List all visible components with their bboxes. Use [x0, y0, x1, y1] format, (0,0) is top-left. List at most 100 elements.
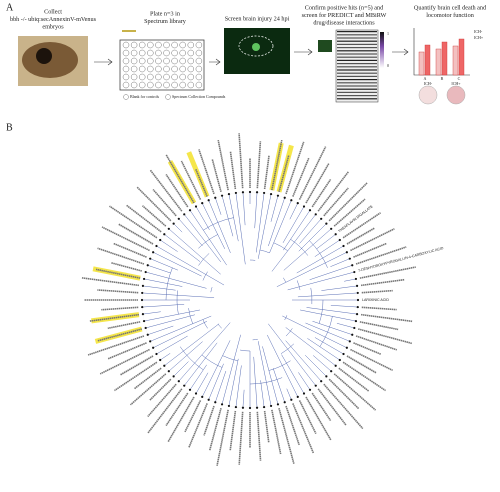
tip-label-text: [165, 174, 189, 208]
tip: [325, 222, 328, 225]
screen-image: [224, 28, 290, 74]
tip-label-text: [217, 139, 229, 191]
branch: [253, 356, 258, 408]
tip: [141, 305, 144, 309]
tip: [194, 392, 198, 395]
well: [122, 65, 130, 73]
branch: [156, 245, 225, 286]
tip: [155, 244, 158, 248]
branch: [235, 365, 242, 408]
tip: [354, 319, 358, 323]
tip-label-text: [81, 277, 140, 287]
heatmap-row: [337, 72, 377, 74]
branch: [215, 197, 222, 215]
tip-label-text: [238, 411, 244, 465]
well: [195, 49, 203, 57]
well: [163, 49, 170, 57]
tip-label-text: [323, 383, 364, 430]
bar: [452, 45, 459, 76]
tip-label-text: [147, 383, 177, 418]
step-caption: Confirm positive hits (n=5) and: [305, 4, 384, 11]
tip-label-text: [278, 154, 290, 193]
tip-label: LARIXINIC ACID: [362, 298, 389, 302]
tip: [214, 196, 217, 199]
branch: [160, 239, 178, 252]
branch: [144, 309, 201, 322]
well: [155, 65, 162, 73]
section-image: [446, 85, 466, 105]
branch: [178, 218, 203, 247]
tip-label-text: [165, 154, 195, 204]
tip-label-text: [149, 169, 183, 212]
tip: [345, 251, 348, 254]
tip: [234, 191, 238, 195]
heatmap-row: [337, 47, 377, 49]
tip-label-text: [323, 187, 349, 217]
heatmap-tick: 1: [387, 31, 389, 36]
tip: [142, 319, 146, 323]
tip-label-text: [353, 342, 382, 356]
well: [122, 81, 130, 89]
tip-label-text: [101, 226, 150, 252]
clade-arc: [165, 267, 173, 301]
tip: [183, 384, 186, 387]
panel-label: B: [6, 122, 13, 133]
tip-label-text: [256, 141, 262, 189]
branch: [330, 305, 358, 308]
well: [179, 49, 186, 57]
tip-label-text: [333, 198, 366, 227]
clade-arc: [318, 299, 324, 324]
heatmap-row: [337, 95, 377, 97]
well: [187, 65, 195, 73]
tip: [214, 401, 217, 404]
clade-arc: [240, 349, 251, 352]
tip: [248, 406, 252, 410]
well: [147, 73, 154, 81]
tip: [262, 405, 266, 409]
legend-text: Spectrum Collection Compounds: [172, 94, 226, 99]
well: [122, 49, 130, 57]
well: [179, 41, 186, 49]
tip-label-text: [211, 158, 222, 193]
tip: [351, 333, 354, 336]
tip-label-text: [112, 242, 147, 258]
well: [171, 49, 178, 57]
well: [187, 41, 195, 49]
branch: [150, 315, 212, 342]
branch: [260, 380, 265, 408]
well: [171, 57, 178, 65]
tip-label-text: [114, 361, 158, 392]
well: [122, 57, 130, 65]
tip-label-text: [333, 373, 377, 411]
branch: [268, 197, 285, 247]
tip-label-text: [350, 348, 393, 372]
branch: [299, 309, 356, 322]
tip-label-text: [263, 410, 270, 443]
tip: [172, 375, 175, 378]
well: [195, 73, 203, 81]
branch: [283, 228, 332, 271]
heatmap-row: [337, 50, 377, 52]
clade-arc: [201, 354, 223, 368]
tip: [140, 298, 144, 302]
fluorescence: [252, 43, 260, 51]
tip-label-text: [298, 146, 327, 200]
tip: [248, 190, 252, 194]
tip: [269, 404, 273, 408]
branch: [208, 363, 224, 400]
branch: [314, 239, 340, 257]
branch: [164, 234, 201, 262]
clade-arc: [268, 360, 291, 371]
tip: [338, 238, 341, 242]
clade-arc: [309, 240, 328, 268]
well: [171, 73, 178, 81]
bar-group: B: [441, 76, 444, 81]
tip: [353, 270, 356, 274]
tip-label-text: [342, 212, 381, 239]
tip-label-text: [355, 246, 407, 265]
heatmap-row: [337, 75, 377, 77]
well: [163, 57, 170, 65]
well: [147, 41, 154, 49]
tip-label-text: [167, 396, 195, 443]
tip-label-text: [97, 247, 145, 265]
